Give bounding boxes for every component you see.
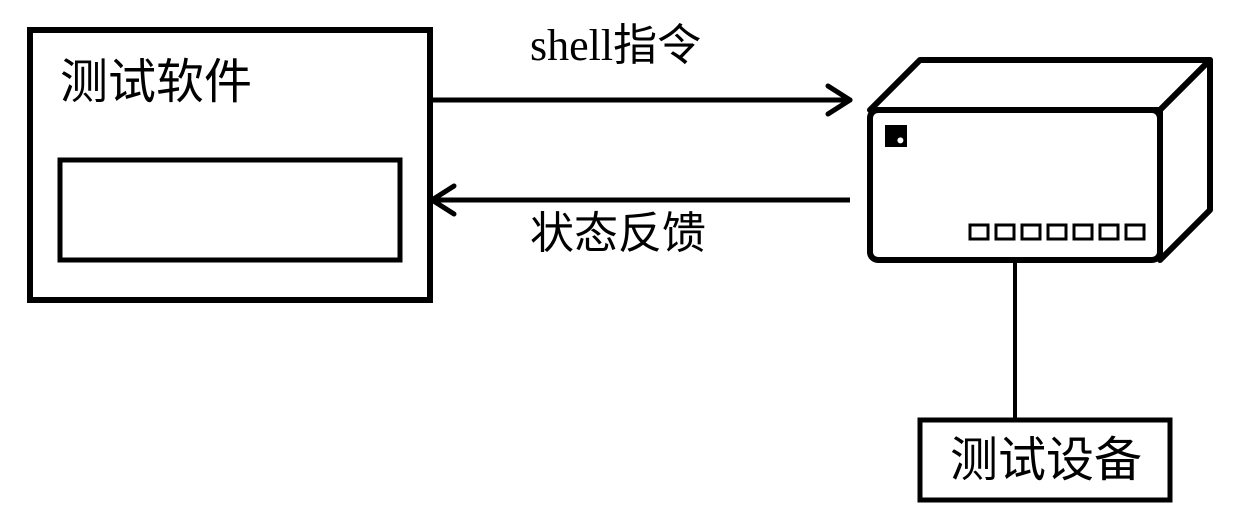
- device-indicator: [885, 125, 907, 147]
- software-title: 测试软件: [60, 56, 252, 109]
- arrow-top-label: shell指令: [530, 21, 701, 70]
- device-top-face: [870, 60, 1210, 110]
- arrow-bottom-label: 状态反馈: [530, 209, 706, 258]
- device-indicator-dot: [897, 137, 903, 143]
- software-inner-box: [60, 160, 400, 260]
- device-label: 测试设备: [950, 434, 1142, 487]
